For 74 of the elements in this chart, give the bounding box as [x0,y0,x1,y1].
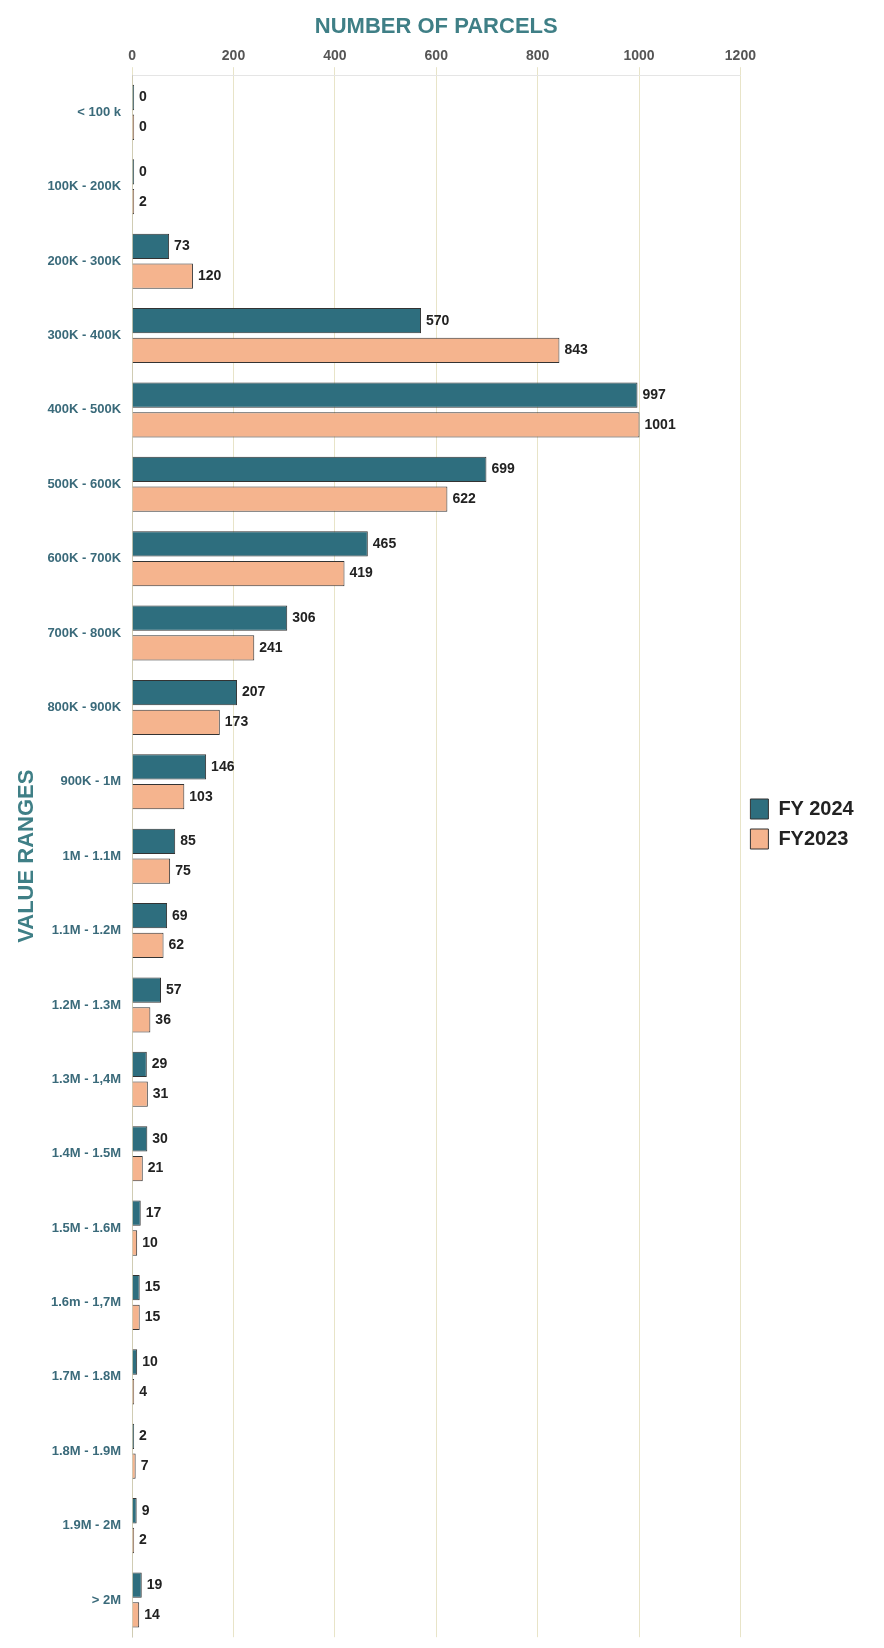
data-label: 7 [140,1456,149,1473]
data-label: 10 [142,1352,158,1369]
y-tick-label: 700K - 800K [47,624,122,640]
y-tick-label: 1M - 1.1M [62,847,122,863]
y-tick-label: 100K - 200K [47,178,122,194]
y-tick-label: < 100 k [77,103,122,119]
y-tick-label: 1.3M - 1,4M [51,1070,122,1086]
data-label: 2 [139,1531,148,1548]
y-tick-label: 1.7M - 1.8M [51,1368,122,1384]
data-label: 997 [642,385,667,402]
legend-label: FY 2024 [778,796,855,819]
data-label: 30 [152,1129,169,1146]
x-tick-label: 1200 [724,46,757,63]
data-label: 15 [144,1278,161,1295]
data-label: 0 [139,118,148,135]
data-label: 73 [174,237,190,254]
data-label: 10 [142,1233,158,1250]
y-tick-label: 400K - 500K [47,401,122,417]
data-label: 29 [151,1055,168,1072]
data-label: 85 [180,832,196,849]
data-label: 306 [292,609,316,626]
data-label: 465 [372,534,397,551]
x-tick-label: 0 [128,46,137,63]
y-tick-label: 500K - 600K [47,475,122,491]
data-label: 14 [144,1605,160,1622]
data-label: 69 [172,906,188,923]
data-label: 173 [224,713,249,730]
x-tick-label: 400 [323,46,347,63]
data-label: 21 [147,1159,164,1176]
data-label: 17 [145,1204,162,1221]
y-tick-label: 1.6m - 1,7M [51,1294,122,1310]
y-tick-label: 900K - 1M [60,773,122,789]
data-label: 2 [139,192,148,209]
data-label: 103 [189,787,213,804]
x-axis-title: NUMBER OF PARCELS [314,13,558,39]
data-label: 241 [259,638,283,655]
legend-label: FY2023 [778,826,849,849]
data-label: 62 [168,936,185,953]
data-label: 57 [166,980,182,997]
data-label: 36 [155,1010,172,1027]
y-tick-label: 1.4M - 1.5M [51,1145,122,1161]
data-label: 419 [349,564,374,581]
data-label: 120 [197,266,222,283]
x-tick-label: 1000 [623,46,655,63]
y-tick-label: 1.1M - 1.2M [51,922,122,938]
data-label: 0 [139,162,148,179]
data-label: 699 [491,460,516,477]
y-tick-label: 1.9M - 2M [62,1517,122,1533]
data-label: 570 [426,311,450,328]
data-label: 843 [564,341,588,358]
x-tick-label: 200 [221,46,246,63]
data-label: 19 [146,1575,163,1592]
y-tick-label: 1.8M - 1.9M [51,1442,122,1458]
data-label: 4 [139,1382,148,1399]
data-label: 31 [152,1085,169,1102]
data-label: 0 [139,88,148,105]
y-tick-label: 800K - 900K [47,699,122,715]
y-axis-title: VALUE RANGES [13,769,39,943]
data-label: 207 [242,683,266,700]
y-tick-label: 1.5M - 1.6M [51,1219,122,1235]
data-label: 1001 [644,415,676,432]
data-label: 9 [141,1501,150,1518]
data-label: 2 [139,1427,148,1444]
y-tick-label: 1.2M - 1.3M [51,996,122,1012]
y-tick-label: > 2M [91,1591,122,1607]
x-tick-label: 600 [424,46,449,63]
data-label: 15 [144,1308,161,1325]
data-label: 75 [175,861,191,878]
y-tick-label: 300K - 400K [47,327,122,343]
data-label: 146 [211,757,235,774]
data-label: 622 [452,490,476,507]
x-tick-label: 800 [525,46,550,63]
y-tick-label: 200K - 300K [47,252,122,268]
y-tick-label: 600K - 700K [47,550,122,566]
